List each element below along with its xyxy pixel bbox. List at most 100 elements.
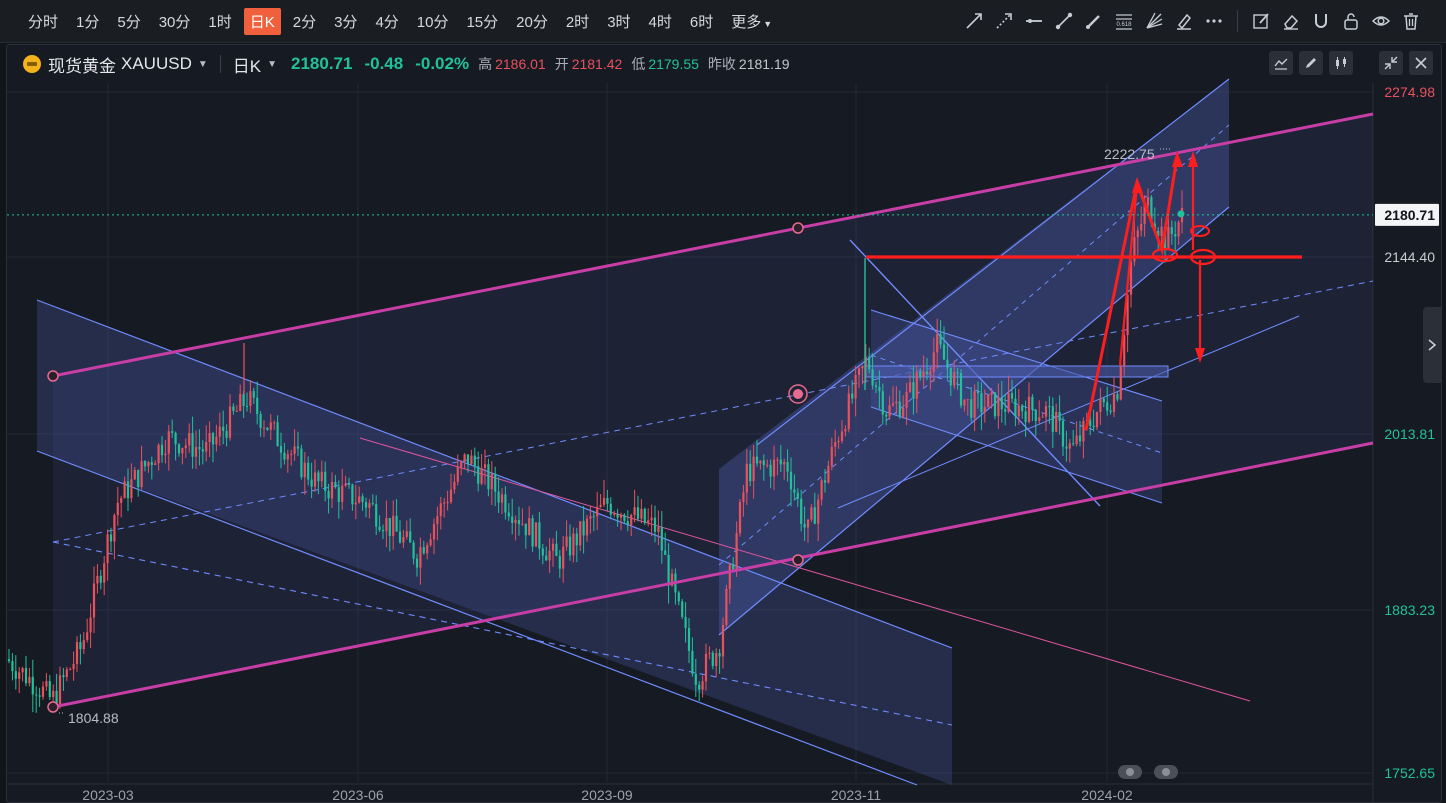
candle-body [650, 517, 653, 521]
symbol-name[interactable]: 现货黄金 [48, 56, 116, 76]
period-tab[interactable]: 3时 [607, 13, 631, 31]
candle-body [1014, 398, 1017, 417]
candle-body [1061, 420, 1065, 447]
candle-body [62, 675, 65, 678]
candle-body [235, 410, 238, 412]
period-tab[interactable]: 1时 [208, 13, 232, 31]
period-tab[interactable]: 30分 [158, 13, 191, 31]
candle-body [1106, 402, 1109, 411]
period-tab[interactable]: 10分 [416, 13, 449, 31]
more-periods-label: 更多 [731, 13, 762, 31]
candle-body [905, 391, 908, 408]
time-axis-label: 2023-03 [82, 787, 134, 802]
candle-body [487, 464, 490, 490]
candle-body [86, 632, 89, 641]
period-tab[interactable]: 1分 [76, 13, 100, 31]
candle-body [725, 588, 728, 626]
candle-body [987, 394, 990, 407]
period-tab[interactable]: 4分 [375, 13, 399, 31]
candle-body [1129, 261, 1133, 295]
candle-body [150, 462, 153, 466]
candle-body [460, 461, 463, 467]
more-dots-icon[interactable] [1199, 8, 1229, 34]
symbol-code[interactable]: XAUUSD [121, 54, 192, 73]
period-tab[interactable]: 日K [243, 7, 281, 35]
candle-body [290, 453, 293, 455]
price-change: -0.48 [364, 54, 404, 73]
interval-label[interactable]: 日K [232, 56, 262, 76]
candle-body [266, 427, 269, 430]
candle-body [878, 387, 881, 392]
candle-body [793, 489, 796, 493]
candle-body [745, 463, 748, 493]
symbol-dropdown-icon[interactable]: ▼ [197, 58, 208, 70]
expand-panel-icon[interactable] [1423, 307, 1441, 383]
event-badge[interactable] [1118, 765, 1142, 779]
red-circle-mark [1190, 225, 1210, 237]
red-arrow-head [1172, 151, 1183, 167]
indicator-icon[interactable] [1269, 51, 1293, 75]
collapse-icon[interactable] [1379, 51, 1403, 75]
edit-icon[interactable] [1246, 8, 1276, 34]
candle-body [684, 617, 687, 628]
event-badge[interactable] [1154, 765, 1178, 779]
candle-body [116, 502, 119, 516]
candle-body [388, 518, 391, 536]
trend-line-icon[interactable] [959, 8, 989, 34]
candle-body [1150, 197, 1153, 224]
high-price-mark: 2222.75 [1104, 146, 1155, 162]
candle-body [732, 564, 735, 570]
close-icon[interactable] [1409, 51, 1433, 75]
candle-body [347, 483, 351, 485]
period-tab[interactable]: 分时 [28, 13, 59, 31]
candle-body [109, 534, 113, 542]
magnet-icon[interactable] [1306, 8, 1336, 34]
period-tab[interactable]: 2分 [292, 13, 317, 31]
period-tab[interactable]: 15分 [466, 13, 499, 31]
candle-body [184, 445, 187, 449]
current-price-tag [1375, 203, 1439, 226]
candle-body [993, 392, 997, 417]
candle-body [395, 515, 398, 532]
eraser-icon[interactable] [1276, 8, 1306, 34]
period-tab[interactable]: 20分 [516, 13, 548, 31]
trash-icon[interactable] [1396, 8, 1426, 34]
period-tab[interactable]: 4时 [648, 13, 672, 31]
period-tab[interactable]: 5分 [117, 13, 141, 31]
pencil-icon[interactable] [1299, 51, 1323, 75]
candle-body [956, 372, 959, 374]
prev-close-value: 2181.19 [738, 56, 790, 72]
ray-line-icon[interactable] [989, 8, 1019, 34]
panel-controls [1269, 51, 1433, 75]
interval-dropdown-icon[interactable]: ▼ [267, 58, 278, 70]
period-tab[interactable]: 6时 [689, 13, 714, 31]
eye-icon[interactable] [1366, 8, 1396, 34]
more-periods-dropdown[interactable]: 更多 ▼ [725, 8, 778, 35]
anchor-point [47, 370, 59, 382]
period-tab[interactable]: 3分 [334, 13, 358, 31]
period-tab[interactable]: 2时 [565, 13, 590, 31]
fibonacci-icon[interactable]: 0.618 [1109, 8, 1139, 34]
candlestick-chart[interactable]: 2274.98 2144.40 2013.81 1883.23 1752.65 2023-… [7, 45, 1441, 802]
prev-close-label: 昨收 [707, 56, 736, 72]
lock-icon[interactable] [1336, 8, 1366, 34]
anchor-point [47, 701, 59, 713]
candle-body [1078, 435, 1082, 442]
horizontal-line-icon[interactable] [1019, 8, 1049, 34]
brush-icon[interactable] [1079, 8, 1109, 34]
highlighter-icon[interactable] [1169, 8, 1199, 34]
candle-body [762, 460, 765, 466]
segment-icon[interactable] [1049, 8, 1079, 34]
candle-body [1031, 396, 1034, 411]
candle-body [507, 512, 510, 517]
candle-body [344, 483, 347, 486]
top-toolbar: 分时 1分 5分 30分 1时 日K 2分 3分 4分 10分 15分 20分 2时 3时 4时 6时 更多 ▼ … [0, 0, 1446, 43]
fan-icon[interactable] [1139, 8, 1169, 34]
candle-body [534, 522, 538, 547]
candle-body [415, 558, 419, 568]
candle-body [1041, 416, 1044, 418]
candle-body [769, 464, 772, 477]
candle-style-icon[interactable] [1329, 51, 1353, 75]
low-value: 2179.55 [648, 56, 699, 72]
candle-body [504, 494, 507, 513]
